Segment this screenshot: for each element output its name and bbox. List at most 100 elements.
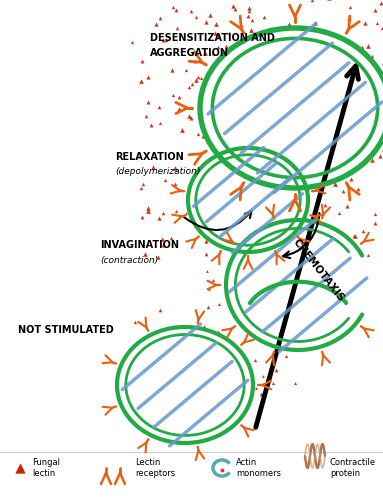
Point — [129, 38, 136, 46]
Point — [352, 232, 358, 240]
Point — [231, 292, 237, 300]
Point — [336, 209, 342, 217]
Point — [188, 114, 194, 122]
Point — [176, 186, 182, 194]
Point — [176, 105, 182, 113]
Point — [332, 106, 338, 114]
Point — [186, 112, 192, 120]
Point — [330, 97, 336, 105]
Point — [311, 205, 318, 213]
Point — [188, 6, 195, 14]
Point — [173, 6, 179, 14]
Point — [203, 238, 209, 246]
Point — [270, 379, 277, 387]
Point — [152, 48, 159, 56]
Point — [215, 328, 221, 336]
Point — [353, 161, 359, 169]
Point — [309, 0, 316, 4]
Point — [190, 80, 196, 88]
Point — [155, 103, 162, 111]
Point — [230, 72, 236, 80]
Point — [198, 193, 205, 201]
Point — [139, 213, 146, 221]
Point — [193, 76, 200, 84]
Point — [202, 171, 208, 179]
Point — [238, 21, 244, 29]
Text: Actin
monomers: Actin monomers — [236, 458, 281, 477]
Point — [270, 83, 276, 91]
Point — [203, 18, 209, 25]
Point — [310, 42, 316, 50]
Point — [138, 76, 144, 84]
Point — [140, 180, 146, 188]
Point — [138, 184, 144, 192]
Point — [246, 198, 252, 206]
Point — [215, 44, 221, 52]
Point — [243, 210, 249, 218]
Point — [332, 180, 338, 188]
Point — [150, 164, 156, 172]
Point — [292, 92, 298, 100]
Point — [157, 306, 163, 314]
Point — [226, 226, 232, 234]
Point — [298, 53, 304, 61]
Point — [314, 252, 320, 260]
Point — [145, 204, 151, 212]
Point — [183, 209, 189, 217]
Point — [252, 356, 258, 364]
Point — [307, 88, 313, 96]
Point — [382, 202, 383, 209]
Text: AGGREGATION: AGGREGATION — [150, 48, 229, 58]
Point — [287, 117, 293, 125]
Point — [249, 138, 255, 146]
Point — [284, 261, 290, 269]
Point — [360, 227, 366, 235]
Point — [195, 214, 201, 222]
Point — [257, 102, 263, 110]
Point — [238, 148, 244, 156]
Point — [247, 117, 253, 125]
Text: CHEMOTAXIS: CHEMOTAXIS — [291, 237, 345, 303]
Point — [244, 72, 250, 80]
Point — [359, 43, 365, 51]
Point — [322, 202, 329, 209]
Point — [283, 352, 289, 360]
Point — [145, 74, 151, 82]
Point — [246, 4, 252, 12]
Point — [341, 106, 347, 114]
Point — [192, 56, 198, 64]
Point — [184, 386, 190, 394]
Point — [249, 16, 255, 24]
Point — [267, 130, 273, 138]
Point — [245, 12, 251, 20]
Point — [212, 30, 218, 38]
Point — [307, 135, 313, 143]
Point — [368, 85, 375, 93]
Point — [271, 162, 277, 170]
Point — [313, 18, 319, 26]
Point — [133, 318, 139, 326]
Point — [256, 202, 262, 210]
Point — [373, 19, 380, 27]
Point — [234, 186, 240, 194]
Point — [343, 105, 349, 113]
Point — [160, 209, 166, 217]
Point — [250, 217, 256, 225]
Point — [254, 162, 260, 170]
Point — [215, 32, 221, 40]
Point — [210, 276, 216, 283]
Text: (contraction): (contraction) — [100, 256, 158, 264]
Ellipse shape — [226, 220, 370, 350]
Point — [286, 20, 292, 28]
Point — [226, 266, 232, 274]
Point — [296, 39, 302, 47]
Point — [352, 252, 358, 260]
Point — [236, 366, 242, 374]
Point — [261, 144, 267, 152]
Point — [162, 176, 168, 184]
Point — [278, 210, 285, 218]
Point — [272, 206, 278, 214]
Point — [209, 78, 215, 86]
Point — [318, 96, 324, 104]
Point — [262, 46, 268, 54]
